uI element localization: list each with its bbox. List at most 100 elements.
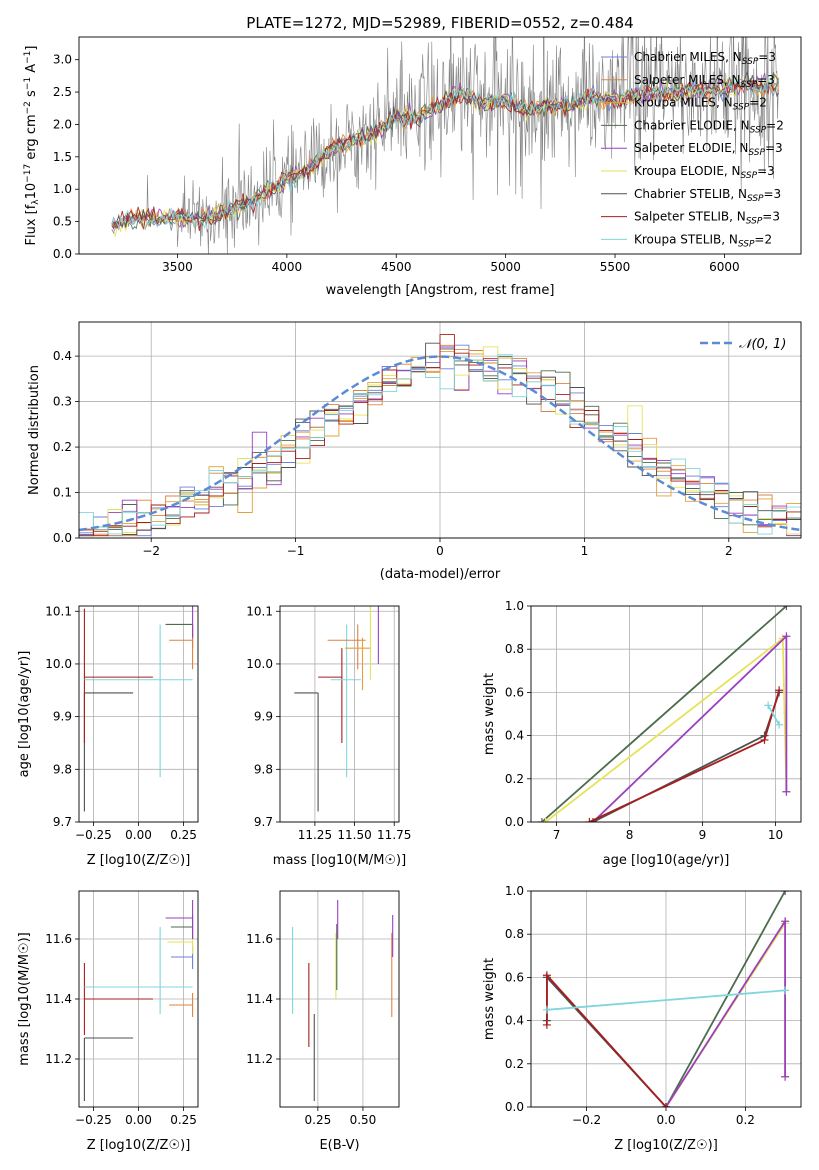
y-tick-label: 0.3 [53,395,72,409]
axes-frame [279,605,400,823]
y-tick-label: 9.8 [53,762,72,776]
y-tick-label: 9.7 [254,815,273,829]
y-axis-label: mass weight [482,673,497,755]
plot-area [83,606,194,812]
marker [782,606,791,610]
axes-mass_weight_vs_age: 7 8 9 10 0.0 0.2 0.4 0.6 0.8 1.0 age [log10(age/yr… [482,599,802,868]
x-tick-label: −0.25 [75,828,112,842]
x-tick-label: 0.00 [125,1113,152,1127]
legend-entry: 𝒩(0, 1) [739,337,786,352]
y-tick-label: 9.9 [53,710,72,724]
x-tick-label: −0.25 [75,1113,112,1127]
marker [775,686,784,695]
y-tick-label: 0.0 [505,815,524,829]
y-tick-label: 11.2 [246,1052,273,1066]
y-axis-label: mass [log10(M/M☉)] [17,932,32,1065]
legend-entry: Chabrier STELIB, NSSP=3 [634,187,781,204]
y-tick-label: 11.2 [45,1052,72,1066]
weight-line [541,606,787,822]
y-tick-label: 10.1 [246,604,273,618]
x-tick-label: 5000 [490,260,521,274]
axes-frame [530,890,802,1108]
normal-curve [79,355,801,532]
x-tick-label: 4500 [381,260,412,274]
marker [662,1103,670,1107]
plot-area [292,900,394,1101]
y-tick-label: 0.0 [53,247,72,261]
axes-frame [78,36,802,255]
marker [781,986,790,995]
weight-line [592,634,788,822]
marker [537,818,546,822]
y-tick-label: 0.4 [505,1014,524,1028]
histogram-line [79,354,801,535]
axes-age_vs_Z: −0.25 0.00 0.25 9.7 9.8 9.9 10.0 10.1 Z [log10(Z… [17,604,199,868]
x-tick-label: 0.25 [170,1113,197,1127]
y-tick-label: 0.1 [53,486,72,500]
marker [585,818,594,822]
y-tick-label: 0.4 [505,729,524,743]
x-tick-label: 0.0 [656,1113,675,1127]
axes-frame [279,890,400,1108]
x-axis-label: (data-model)/error [380,567,501,582]
y-tick-label: 0.2 [505,1057,524,1071]
marker [764,701,773,710]
x-axis-label: age [log10(age/yr)] [603,853,730,868]
x-tick-label: 10 [768,828,783,842]
x-tick-label: 0.00 [125,828,152,842]
axes-age_vs_mass: 11.25 11.50 11.75 9.7 9.8 9.9 10.0 10.1 mass [lo… [246,604,411,868]
x-tick-label: 11.50 [337,828,371,842]
weight-line [665,891,786,1107]
y-axis-label: mass weight [482,958,497,1040]
x-axis-label: Z [log10(Z/Z☉)] [87,1138,191,1153]
x-tick-label: 2 [725,544,733,558]
y-axis-label: Normed distribution [27,365,42,495]
weight-line [546,989,786,1011]
y-tick-label: 10.1 [45,604,72,618]
legend-entry: Chabrier ELODIE, NSSP=2 [634,118,784,135]
histogram-line [79,334,801,537]
marker [542,1005,551,1014]
legend-entry: Salpeter ELODIE, NSSP=3 [634,141,783,158]
axes-mass_vs_Z: −0.25 0.00 0.25 11.2 11.4 11.6 Z [log10(Z/Z☉)]… [17,890,199,1153]
model-line [111,70,780,229]
plot-area [83,900,194,1101]
weight-line [665,918,786,1107]
x-axis-label: Z [log10(Z/Z☉)] [87,853,191,868]
y-axis-label: Flux [fλ10−17 erg cm−2 s−1 A−1] [23,46,41,246]
plot-area [79,334,801,537]
marker [782,632,791,641]
model-line [111,77,780,232]
x-tick-label: −0.2 [572,1113,601,1127]
y-tick-label: 2.0 [53,117,72,131]
y-tick-label: 9.9 [254,710,273,724]
y-tick-label: 1.0 [53,182,72,196]
weight-line [767,704,780,726]
legend-entry: Salpeter MILES, NSSP=3 [634,73,775,90]
y-tick-label: 0.0 [53,531,72,545]
legend-entry: Kroupa ELODIE, NSSP=3 [634,164,775,181]
axes-frame [78,890,199,1108]
y-tick-label: 11.4 [246,992,273,1006]
x-tick-label: 9 [699,828,707,842]
axes-spectrum: 3500 4000 4500 5000 5500 6000 0.0 0.5 1.0 1.5 2.0 2… [23,14,802,298]
x-axis-label: wavelength [Angstrom, rest frame] [326,283,555,298]
y-tick-label: 11.6 [45,932,72,946]
x-axis-label: Z [log10(Z/Z☉)] [614,1138,718,1153]
y-tick-label: 0.5 [53,215,72,229]
marker [542,971,551,980]
x-tick-label: 0.2 [736,1113,755,1127]
chart-title: PLATE=1272, MJD=52989, FIBERID=0552, z=0… [246,14,633,32]
y-tick-label: 1.0 [505,884,524,898]
x-tick-label: 4000 [272,260,303,274]
x-tick-label: −1 [287,544,305,558]
x-tick-label: 5500 [600,260,631,274]
x-tick-label: 0.50 [350,1113,377,1127]
marker [775,720,784,729]
y-tick-label: 2.5 [53,85,72,99]
plot-area [542,891,790,1107]
weight-line [545,636,788,822]
legend-entry: Chabrier MILES, NSSP=3 [634,50,776,67]
x-tick-label: 0.25 [170,828,197,842]
